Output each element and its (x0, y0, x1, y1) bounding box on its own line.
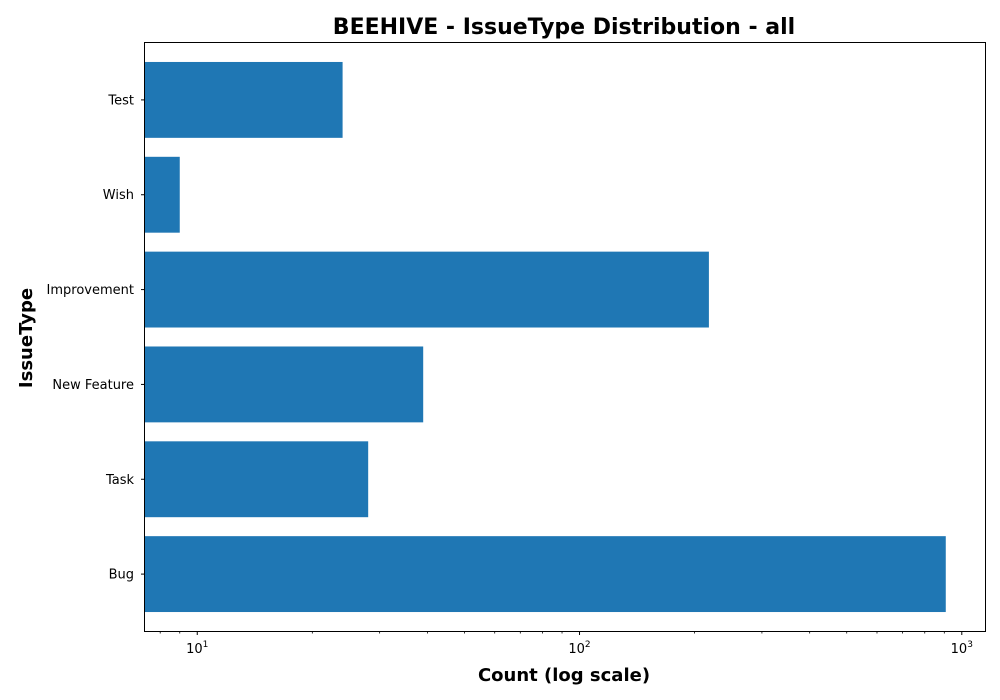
x-tick-label: 103 (951, 640, 973, 657)
y-tick-label: Task (105, 473, 135, 488)
y-tick-label: Wish (103, 188, 134, 203)
x-axis-label: Count (log scale) (478, 665, 650, 686)
x-tick-label: 101 (186, 640, 208, 657)
y-tick-label: Bug (109, 568, 134, 583)
chart-title: BEEHIVE - IssueType Distribution - all (333, 15, 795, 40)
bars-layer (145, 61, 946, 613)
bar-bug (145, 536, 946, 613)
y-axis-label: IssueType (16, 288, 37, 388)
y-tick-label: Test (107, 93, 134, 108)
plot-frame (144, 42, 986, 632)
y-tick-label: Improvement (47, 283, 134, 298)
bar-improvement (145, 251, 709, 328)
x-tick-label: 102 (568, 640, 590, 657)
bar-test (145, 61, 343, 138)
ticks-layer: Bug Task New Feature Improvement Wish Test 101… (47, 93, 973, 657)
bar-wish (145, 156, 180, 233)
bar-task (145, 441, 369, 518)
y-tick-label: New Feature (52, 378, 134, 393)
bar-new-feature (145, 346, 424, 423)
